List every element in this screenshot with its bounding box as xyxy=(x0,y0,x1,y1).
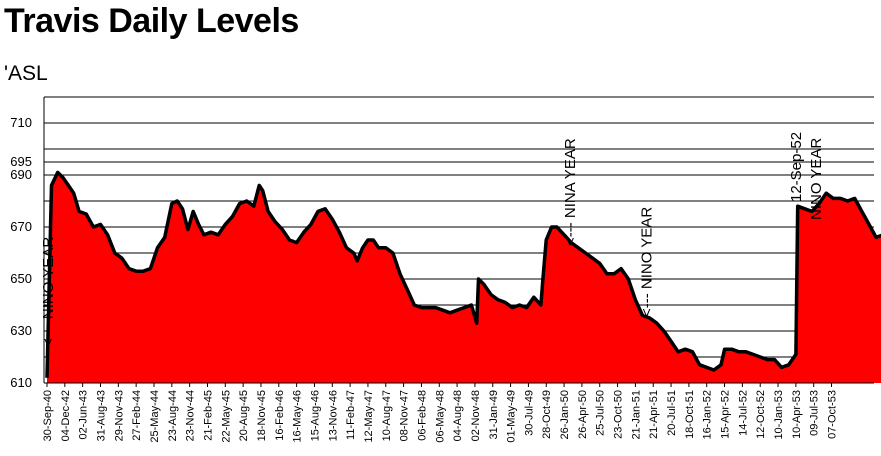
x-tick-label: 10-Aug-47 xyxy=(381,390,393,441)
annotation-label: <--- NINO YEAR xyxy=(40,237,57,347)
y-tick-label: 690 xyxy=(10,167,32,182)
x-tick-label: 28-Oct-49 xyxy=(541,390,553,439)
series-fill xyxy=(47,172,881,383)
annotation-label: <--- NINA YEAR xyxy=(562,138,579,246)
x-tick-label: 16-Jan-52 xyxy=(702,390,714,440)
x-tick-label: 01-May-49 xyxy=(506,390,518,443)
x-tick-label: 15-Aug-46 xyxy=(309,390,321,441)
x-tick-label: 31-Jan-49 xyxy=(488,390,500,440)
x-tick-label: 02-Nov-48 xyxy=(470,390,482,441)
y-tick-label: 650 xyxy=(10,271,32,286)
x-tick-label: 22-May-45 xyxy=(220,390,232,443)
y-unit-label: 'ASL xyxy=(4,62,48,85)
x-tick-label: 29-Nov-43 xyxy=(113,390,125,441)
x-tick-label: 16-May-46 xyxy=(292,390,304,443)
x-tick-label: 10-Jan-53 xyxy=(773,390,785,440)
x-tick-label: 04-Aug-48 xyxy=(452,390,464,441)
x-tick-label: 30-Jul-49 xyxy=(523,390,535,436)
annotation-label: 12-Sep-52 xyxy=(788,132,805,202)
annotations: <--- NINO YEAR <--- NINA YEAR <--- NINO YE… xyxy=(40,132,825,347)
x-tick-label: 16-Feb-46 xyxy=(274,390,286,441)
x-tick-label: 21-Feb-45 xyxy=(202,390,214,441)
x-tick-label: 23-Aug-44 xyxy=(167,390,179,441)
x-tick-label: 04-Dec-42 xyxy=(60,390,72,441)
x-tick-label: 09-Jul-53 xyxy=(809,390,821,436)
x-tick-label: 13-Nov-46 xyxy=(327,390,339,441)
x-tick-label: 14-Jul-52 xyxy=(737,390,749,436)
axes xyxy=(43,97,874,387)
x-tick-label: 23-Oct-50 xyxy=(613,390,625,439)
x-tick-label: 08-Nov-47 xyxy=(399,390,411,441)
x-tick-label: 21-Apr-51 xyxy=(648,390,660,439)
x-tick-label: 12-May-47 xyxy=(363,390,375,443)
x-tick-label: 25-Jul-50 xyxy=(595,390,607,436)
x-tick-label: 25-May-44 xyxy=(149,390,161,443)
chart-title: Travis Daily Levels xyxy=(4,2,299,40)
y-tick-label: 695 xyxy=(10,154,32,169)
x-tick-label: 02-Jun-43 xyxy=(78,390,90,440)
x-tick-label: 21-Jan-51 xyxy=(630,390,642,440)
annotation-label: NINO YEAR xyxy=(808,138,825,220)
x-tick-label: 06-May-48 xyxy=(434,390,446,443)
y-tick-label: 630 xyxy=(10,323,32,338)
x-tick-label: 15-Apr-52 xyxy=(720,390,732,439)
x-tick-label: 26-Jan-50 xyxy=(559,390,571,440)
x-tick-label: 30-Sep-40 xyxy=(42,390,54,441)
x-tick-label: 20-Aug-45 xyxy=(238,390,250,441)
x-tick-label: 27-Feb-44 xyxy=(131,390,143,441)
x-tick-label: 20-Jul-51 xyxy=(666,390,678,436)
x-tick-label: 18-Nov-45 xyxy=(256,390,268,441)
x-tick-label: 23-Nov-44 xyxy=(185,390,197,441)
series-line xyxy=(45,170,881,378)
x-tick-label: 31-Aug-43 xyxy=(95,390,107,441)
x-tick-label: 10-Apr-53 xyxy=(791,390,803,439)
y-tick-label: 670 xyxy=(10,219,32,234)
annotation-label: <--- NINO YEAR xyxy=(638,207,655,317)
x-tick-label: 11-Feb-47 xyxy=(345,390,357,440)
x-tick-labels: 30-Sep-40 04-Dec-42 02-Jun-43 31-Aug-43 29-N… xyxy=(42,390,839,443)
x-tick-label: 26-Apr-50 xyxy=(577,390,589,439)
series-area xyxy=(45,170,881,383)
y-tick-label: 710 xyxy=(10,115,32,130)
x-tick-label: 12-Oct-52 xyxy=(755,390,767,439)
x-tick-label: 06-Feb-48 xyxy=(416,390,428,441)
y-tick-label: 610 xyxy=(10,375,32,390)
x-tick-label: 07-Oct-53 xyxy=(827,390,839,439)
x-tick-label: 18-Oct-51 xyxy=(684,390,696,439)
